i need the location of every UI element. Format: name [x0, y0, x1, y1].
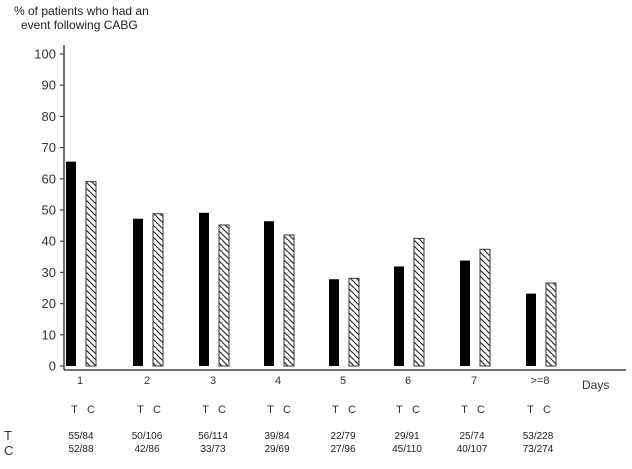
y-tick-label: 0 [49, 359, 56, 374]
x-tick-label: 6 [405, 375, 411, 387]
y-tick-label: 10 [42, 327, 56, 342]
tc-label-t: T [202, 404, 209, 416]
bar-t [460, 260, 470, 366]
y-axis-title-line-2: event following CABG [21, 18, 138, 32]
bar-t [133, 218, 143, 366]
count-c: 27/96 [330, 444, 356, 455]
x-tick-label: 2 [144, 375, 150, 387]
bar-c [413, 237, 425, 367]
count-c: 29/69 [264, 444, 290, 455]
bar-t [526, 293, 536, 366]
y-axis: 0 10 20 30 40 50 60 70 80 90 100 [34, 45, 65, 374]
count-t: 22/79 [330, 431, 356, 442]
tc-label-c: C [411, 404, 420, 416]
bar-c [152, 213, 164, 367]
tc-label-t: T [332, 404, 339, 416]
tc-label-c: C [217, 404, 226, 416]
y-tick-label: 100 [34, 47, 56, 62]
tc-label: T C [453, 404, 493, 416]
bar-c [283, 234, 295, 367]
count-t: 39/84 [264, 431, 290, 442]
y-tick-label: 70 [42, 140, 56, 155]
y-tick-label: 50 [42, 203, 56, 218]
y-tick-label: 60 [42, 171, 56, 186]
bar-c [85, 181, 97, 367]
tc-label-c: C [542, 404, 551, 416]
tc-label-c: C [282, 404, 291, 416]
y-tick-label: 20 [42, 296, 56, 311]
count-t: 55/84 [68, 431, 94, 442]
bar-t [394, 266, 404, 366]
tc-label: T C [63, 404, 103, 416]
tc-label: T C [388, 404, 428, 416]
count-c: 42/86 [134, 444, 160, 455]
bar-t [199, 212, 209, 366]
count-c: 33/73 [200, 444, 226, 455]
tc-label-c: C [152, 404, 161, 416]
bar-chart: 0 10 20 30 40 50 60 70 80 90 100 1 2 3 4 5 6 7 >=8 Days [34, 45, 626, 392]
x-tick-label: 1 [77, 375, 83, 387]
count-c: 40/107 [456, 444, 488, 455]
tc-label-t: T [137, 404, 144, 416]
bar-t [264, 221, 274, 366]
bar-t [66, 161, 76, 366]
tc-label: T C [129, 404, 169, 416]
tc-label: T C [519, 404, 559, 416]
y-axis-title: % of patients who had an event following… [14, 4, 149, 32]
x-tick-label: 3 [210, 375, 216, 387]
tc-label-t: T [267, 404, 274, 416]
tc-label-t: T [71, 404, 78, 416]
row-label-c: C [4, 443, 14, 458]
count-t: 56/114 [198, 431, 228, 442]
x-tick-label: 5 [340, 375, 346, 387]
row-label-t: T [4, 428, 12, 443]
count-t: 50/106 [131, 431, 163, 442]
y-tick-label: 90 [42, 78, 56, 93]
bars [66, 161, 557, 367]
tc-label: T C [194, 404, 234, 416]
count-c: 73/274 [522, 444, 554, 455]
y-tick-label: 80 [42, 109, 56, 124]
tc-label-c: C [86, 404, 95, 416]
bar-c [218, 224, 230, 367]
bar-c [348, 277, 360, 367]
count-t: 53/228 [522, 431, 554, 442]
x-tick-label: 4 [275, 375, 281, 387]
count-c: 45/110 [392, 444, 422, 455]
tc-label: T C [324, 404, 364, 416]
x-axis: 1 2 3 4 5 6 7 >=8 Days [64, 369, 626, 392]
bar-c [545, 282, 557, 367]
tc-label: T C [259, 404, 299, 416]
bar-t [329, 279, 339, 366]
tc-label-c: C [476, 404, 485, 416]
tc-label-t: T [527, 404, 534, 416]
x-tick-label: >=8 [531, 375, 550, 387]
count-t: 29/91 [394, 431, 420, 442]
tc-label-t: T [396, 404, 403, 416]
tc-label-t: T [461, 404, 468, 416]
count-t: 25/74 [459, 431, 485, 442]
x-tick-label: 7 [471, 375, 477, 387]
y-tick-label: 40 [42, 234, 56, 249]
y-axis-title-line-1: % of patients who had an [14, 4, 149, 18]
bar-c [479, 248, 491, 367]
y-tick-label: 30 [42, 265, 56, 280]
tc-label-c: C [347, 404, 356, 416]
x-axis-title: Days [582, 378, 609, 392]
count-c: 52/88 [68, 444, 94, 455]
